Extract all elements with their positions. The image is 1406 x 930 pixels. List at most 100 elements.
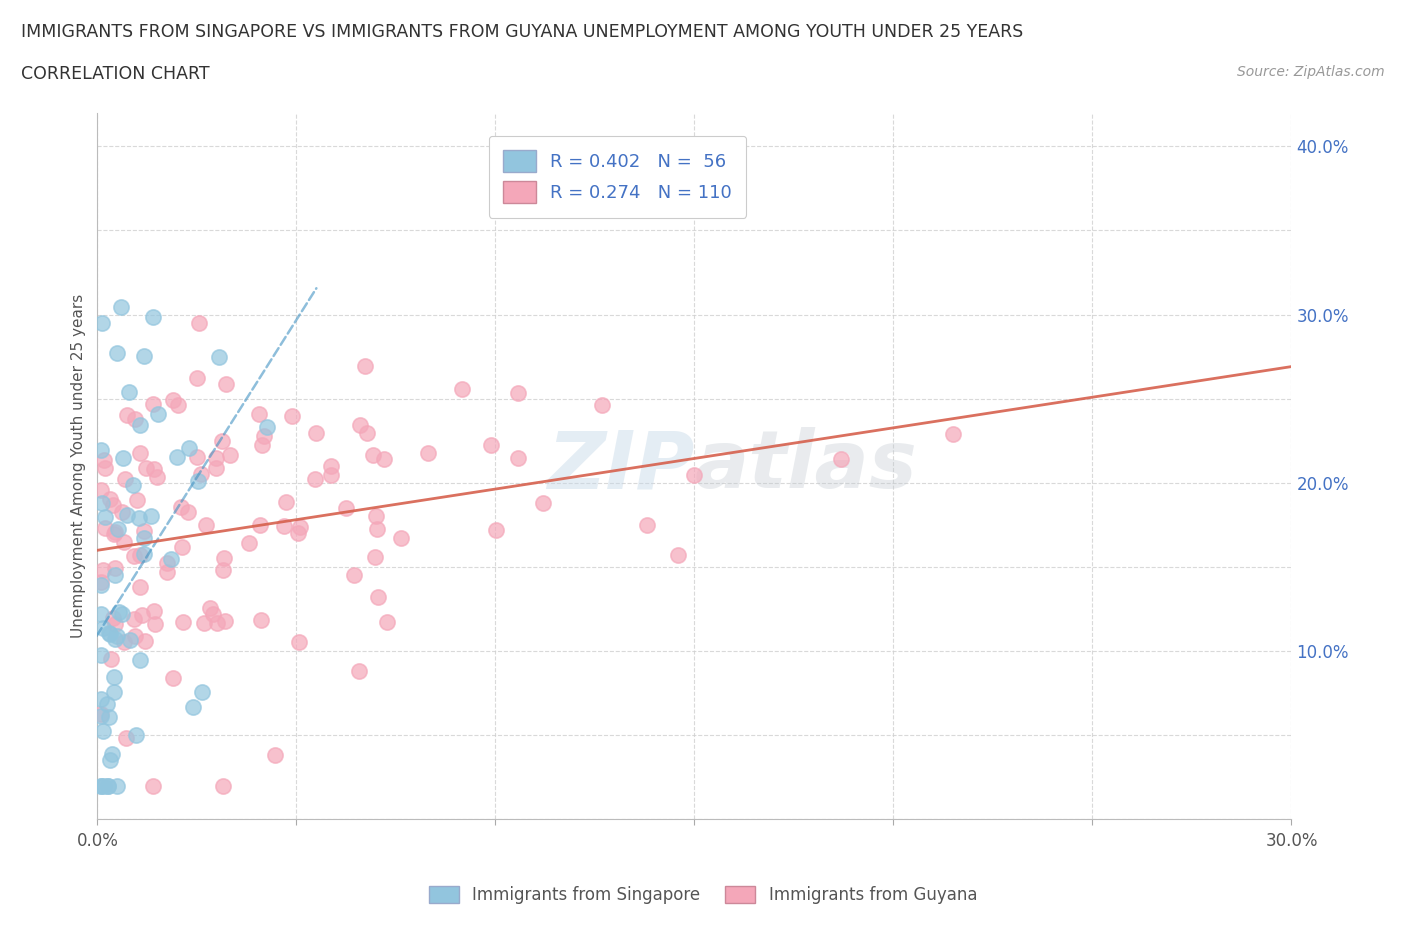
Point	[128, 511, 150, 525]
Point	[96, 697, 118, 711]
Point	[90, 647, 112, 662]
Point	[942, 427, 965, 442]
Point	[122, 549, 145, 564]
Point	[90, 778, 112, 793]
Point	[179, 440, 201, 455]
Point	[115, 730, 138, 745]
Point	[94, 509, 117, 524]
Point	[508, 450, 530, 465]
Point	[418, 445, 440, 460]
Point	[132, 530, 155, 545]
Point	[90, 575, 112, 590]
Point	[103, 526, 125, 541]
Point	[105, 629, 128, 644]
Point	[198, 601, 221, 616]
Point	[101, 747, 124, 762]
Point	[204, 451, 226, 466]
Point	[205, 460, 228, 475]
Point	[485, 523, 508, 538]
Point	[131, 607, 153, 622]
Point	[104, 525, 127, 539]
Point	[132, 524, 155, 538]
Point	[142, 310, 165, 325]
Point	[90, 709, 112, 724]
Point	[103, 684, 125, 699]
Point	[166, 449, 188, 464]
Point	[508, 386, 530, 401]
Point	[356, 425, 378, 440]
Point	[90, 778, 112, 793]
Point	[156, 565, 179, 579]
Point	[134, 633, 156, 648]
Point	[143, 604, 166, 618]
Point	[451, 381, 474, 396]
Point	[375, 615, 398, 630]
Point	[90, 578, 112, 592]
Point	[349, 663, 371, 678]
Point	[212, 563, 235, 578]
Text: IMMIGRANTS FROM SINGAPORE VS IMMIGRANTS FROM GUYANA UNEMPLOYMENT AMONG YOUTH UND: IMMIGRANTS FROM SINGAPORE VS IMMIGRANTS …	[21, 23, 1024, 41]
Point	[142, 778, 165, 793]
Point	[90, 607, 112, 622]
Point	[115, 508, 138, 523]
Point	[135, 460, 157, 475]
Point	[172, 615, 194, 630]
Point	[93, 778, 115, 793]
Point	[205, 616, 228, 631]
Point	[91, 724, 114, 738]
Point	[148, 406, 170, 421]
Point	[98, 491, 121, 506]
Point	[211, 433, 233, 448]
Point	[366, 522, 388, 537]
Point	[97, 778, 120, 793]
Point	[107, 522, 129, 537]
Point	[361, 448, 384, 463]
Point	[591, 397, 613, 412]
Point	[162, 671, 184, 686]
Point	[195, 517, 218, 532]
Point	[97, 778, 120, 793]
Point	[143, 617, 166, 631]
Point	[100, 626, 122, 641]
Point	[321, 458, 343, 473]
Point	[264, 748, 287, 763]
Point	[349, 418, 371, 432]
Point	[125, 728, 148, 743]
Legend: R = 0.402   N =  56, R = 0.274   N = 110: R = 0.402 N = 56, R = 0.274 N = 110	[489, 136, 747, 218]
Point	[115, 407, 138, 422]
Point	[141, 397, 163, 412]
Point	[114, 472, 136, 486]
Point	[373, 452, 395, 467]
Point	[94, 461, 117, 476]
Point	[90, 442, 112, 457]
Point	[367, 590, 389, 604]
Point	[91, 620, 114, 635]
Point	[142, 461, 165, 476]
Point	[479, 437, 502, 452]
Point	[118, 632, 141, 647]
Point	[177, 505, 200, 520]
Point	[104, 567, 127, 582]
Point	[91, 496, 114, 511]
Point	[90, 707, 112, 722]
Point	[90, 692, 112, 707]
Point	[128, 418, 150, 432]
Point	[187, 316, 209, 331]
Point	[304, 472, 326, 486]
Point	[110, 299, 132, 314]
Point	[193, 615, 215, 630]
Point	[335, 500, 357, 515]
Point	[830, 452, 852, 467]
Point	[101, 610, 124, 625]
Point	[112, 635, 135, 650]
Point	[112, 450, 135, 465]
Point	[98, 752, 121, 767]
Point	[104, 631, 127, 646]
Point	[100, 652, 122, 667]
Text: atlas: atlas	[695, 427, 917, 505]
Point	[305, 425, 328, 440]
Point	[290, 519, 312, 534]
Point	[124, 412, 146, 427]
Point	[683, 468, 706, 483]
Point	[107, 778, 129, 793]
